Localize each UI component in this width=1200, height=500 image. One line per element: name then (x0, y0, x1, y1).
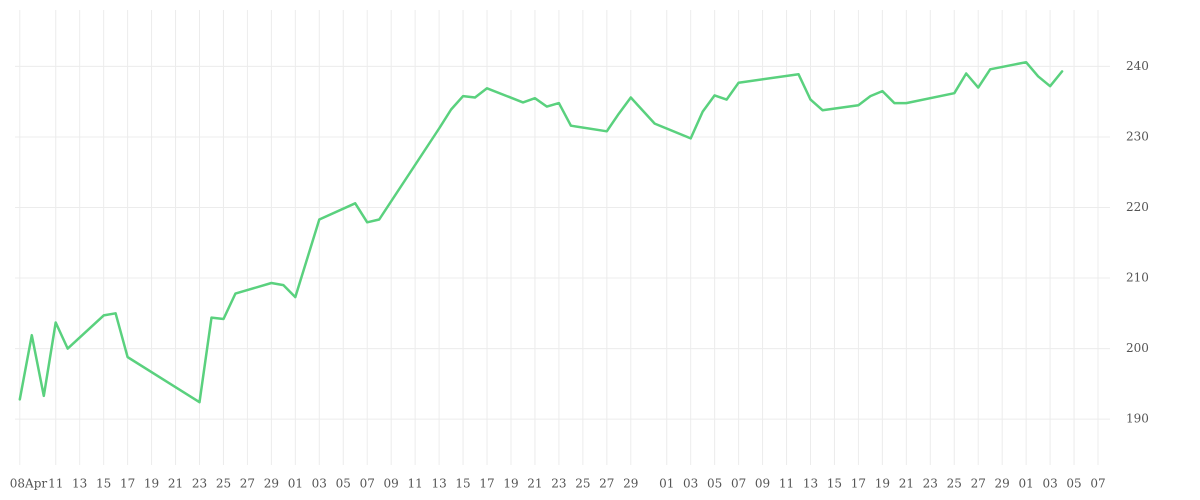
x-tick-label: 05 (336, 477, 351, 491)
x-tick-label: 07 (731, 477, 746, 491)
x-tick-label: 17 (851, 477, 866, 491)
line-series (18, 60, 1064, 404)
x-tick-label: 11 (408, 477, 423, 491)
x-tick-label: 13 (803, 477, 818, 491)
x-tick-label: 05 (1066, 477, 1081, 491)
x-tick-label: 25 (575, 477, 590, 491)
x-tick-label: 29 (264, 477, 279, 491)
y-tick-label: 240 (1126, 59, 1149, 73)
y-tick-label: 200 (1126, 341, 1149, 355)
y-tick-label: 210 (1126, 271, 1149, 285)
x-tick-label: 13 (72, 477, 87, 491)
x-tick-label: 17 (479, 477, 494, 491)
x-tick-label: 17 (120, 477, 135, 491)
x-tick-label: 03 (683, 477, 698, 491)
x-tick-label: 01 (1018, 477, 1033, 491)
x-tick-label: 25 (947, 477, 962, 491)
x-tick-label: 13 (431, 477, 446, 491)
x-tick-label: 09 (384, 477, 399, 491)
x-tick-label: 21 (899, 477, 914, 491)
x-tick-label: 15 (455, 477, 470, 491)
x-tick-label: 27 (971, 477, 986, 491)
x-tick-label: 21 (168, 477, 183, 491)
x-tick-label: 07 (360, 477, 375, 491)
x-tick-label: 07 (1090, 477, 1105, 491)
x-tick-label: 23 (192, 477, 207, 491)
x-tick-label: 19 (144, 477, 159, 491)
x-tick-label: 15 (827, 477, 842, 491)
x-tick-label: 08Apr (10, 477, 48, 491)
y-tick-label: 190 (1126, 412, 1149, 426)
x-tick-label: 11 (779, 477, 794, 491)
x-tick-label: 03 (1042, 477, 1057, 491)
x-tick-label: 19 (503, 477, 518, 491)
x-tick-label: 23 (551, 477, 566, 491)
x-tick-label: 21 (527, 477, 542, 491)
x-tick-label: 11 (48, 477, 63, 491)
x-tick-label: 05 (707, 477, 722, 491)
x-tick-label: 23 (923, 477, 938, 491)
x-tick-label: 03 (312, 477, 327, 491)
x-tick-label: 27 (240, 477, 255, 491)
x-tick-label: 29 (995, 477, 1010, 491)
x-tick-label: 01 (659, 477, 674, 491)
x-tick-label: 15 (96, 477, 111, 491)
x-tick-label: 01 (288, 477, 303, 491)
y-tick-label: 230 (1126, 129, 1149, 143)
x-tick-label: 29 (623, 477, 638, 491)
y-tick-label: 220 (1126, 200, 1149, 214)
x-tick-label: 25 (216, 477, 231, 491)
x-tick-label: 27 (599, 477, 614, 491)
x-tick-label: 19 (875, 477, 890, 491)
x-tick-label: 09 (755, 477, 770, 491)
